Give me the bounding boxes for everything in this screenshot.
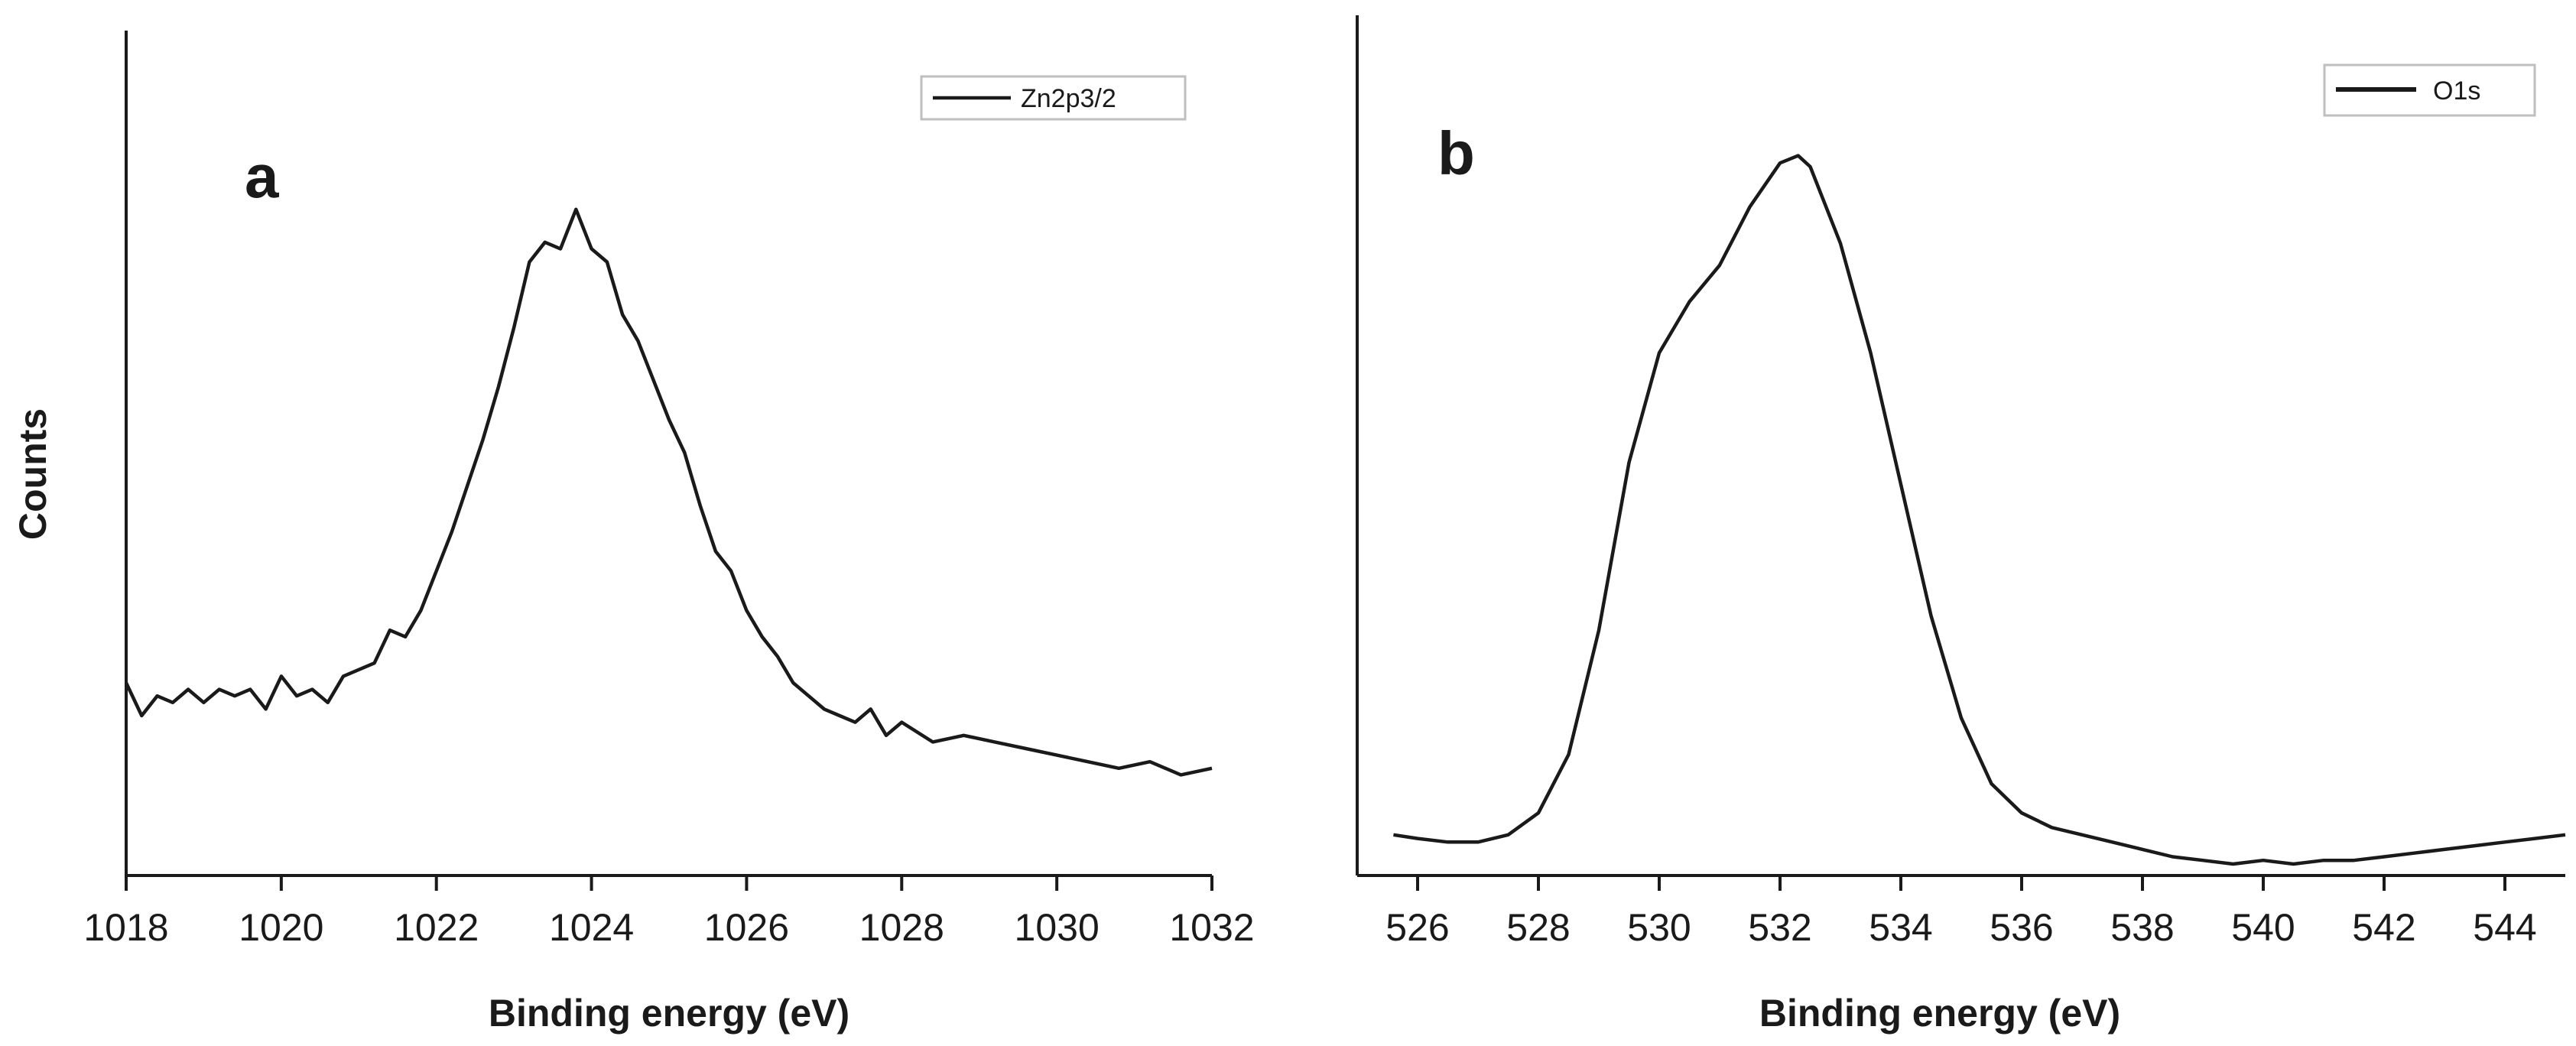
panel-b-x-tick-label: 530 (1627, 906, 1691, 949)
panel-a-x-tick-label: 1022 (394, 906, 479, 949)
panel-a-x-tick-label: 1032 (1169, 906, 1254, 949)
panel-a-x-tick-label: 1018 (83, 906, 168, 949)
panel-b-x-tick-label: 538 (2110, 906, 2174, 949)
panel-b-legend: O1s (2323, 63, 2536, 117)
panel-a-label: a (245, 142, 279, 210)
panel-b-o1s-line (1393, 154, 2566, 866)
panel-b-x-tick-label: 528 (1506, 906, 1570, 949)
panel-a-x-tick-labels: 1018 1020 1022 1024 1026 1028 1030 1032 (83, 906, 1254, 949)
panel-b: 526 528 530 532 534 536 538 540 542 544 b Binding… (1356, 15, 2566, 1035)
panel-b-label: b (1437, 119, 1475, 187)
panel-b-x-ticks (1416, 875, 2506, 891)
panel-a: 1018 1020 1022 1024 1026 1028 1030 1032 a Bindi… (83, 31, 1255, 1035)
panel-b-x-tick-label: 526 (1385, 906, 1449, 949)
panel-b-x-tick-labels: 526 528 530 532 534 536 538 540 542 544 (1385, 906, 2536, 949)
panel-a-zn2p3-2-line (124, 207, 1213, 777)
panel-a-x-tick-label: 1030 (1015, 906, 1100, 949)
panel-a-x-tick-label: 1024 (549, 906, 634, 949)
panel-a-x-tick-label: 1028 (859, 906, 944, 949)
panel-a-legend: Zn2p3/2 (920, 75, 1187, 121)
panel-a-x-tick-label: 1020 (239, 906, 323, 949)
panel-b-x-tick-label: 532 (1748, 906, 1811, 949)
panel-b-x-tick-label: 544 (2473, 906, 2536, 949)
panel-b-legend-label: O1s (2433, 76, 2480, 106)
panel-a-legend-label: Zn2p3/2 (1021, 84, 1116, 113)
panel-b-x-tick-label: 534 (1869, 906, 1932, 949)
panel-b-x-tick-label: 536 (1990, 906, 2053, 949)
panel-b-legend-box (2323, 63, 2536, 117)
panel-b-x-tick-label: 542 (2352, 906, 2415, 949)
panel-a-x-ticks (125, 875, 1213, 891)
panel-a-x-tick-label: 1026 (704, 906, 789, 949)
panel-a-x-axis-title: Binding energy (eV) (489, 992, 849, 1035)
panel-b-x-axis-title: Binding energy (eV) (1759, 992, 2120, 1035)
panel-b-x-tick-label: 540 (2231, 906, 2295, 949)
panel-a-legend-box (920, 75, 1187, 121)
y-axis-title: Counts (11, 408, 54, 540)
